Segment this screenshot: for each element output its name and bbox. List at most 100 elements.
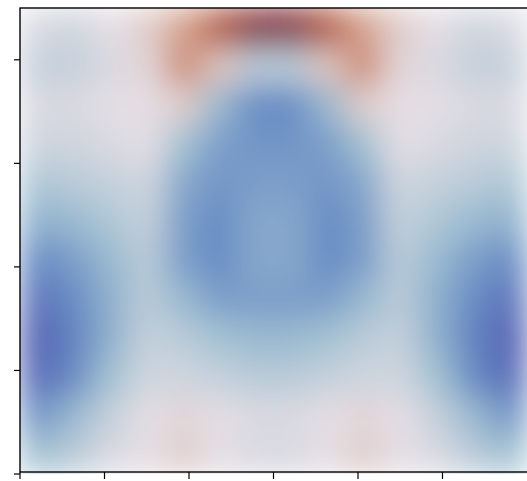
contour-cell xyxy=(490,46,527,87)
contour-cell xyxy=(490,396,527,436)
contour-cell xyxy=(273,241,311,281)
contour-cell xyxy=(273,46,311,87)
contour-cell xyxy=(92,163,130,203)
contour-cell xyxy=(382,396,419,436)
contour-cell xyxy=(418,357,456,397)
contour-cell xyxy=(490,124,527,164)
contour-cell xyxy=(164,202,202,242)
contour-cell xyxy=(128,46,166,87)
contour-cell xyxy=(418,241,456,281)
contour-cell xyxy=(128,202,166,242)
contour-cell xyxy=(309,396,347,436)
contour-cell xyxy=(56,357,93,397)
contour-cell xyxy=(164,396,202,436)
contour-cell xyxy=(309,163,347,203)
contour-cell xyxy=(345,46,383,87)
contour-cell xyxy=(164,85,202,125)
contour-cell xyxy=(237,124,274,164)
contour-cell xyxy=(56,85,93,125)
contour-cell xyxy=(273,85,311,125)
contour-cell xyxy=(237,279,274,320)
contour-cell xyxy=(273,318,311,358)
contour-cell xyxy=(92,85,130,125)
contour-cell xyxy=(309,357,347,397)
contour-cell xyxy=(20,202,57,242)
contour-cell xyxy=(490,435,527,474)
contour-cell xyxy=(201,279,238,320)
contour-cell xyxy=(164,279,202,320)
contour-cell xyxy=(345,8,383,48)
contour-cell xyxy=(128,318,166,358)
contour-cell xyxy=(309,241,347,281)
contour-cell xyxy=(128,396,166,436)
contour-cell xyxy=(309,279,347,320)
contour-cell xyxy=(454,357,492,397)
contour-field xyxy=(20,8,527,474)
contour-cell xyxy=(345,241,383,281)
contour-cell xyxy=(128,241,166,281)
contour-cell xyxy=(92,46,130,87)
contour-cell xyxy=(201,85,238,125)
contour-cell xyxy=(92,124,130,164)
contour-cell xyxy=(418,163,456,203)
contour-cell xyxy=(382,318,419,358)
contour-cell xyxy=(237,357,274,397)
contour-cell xyxy=(56,241,93,281)
contour-cell xyxy=(382,357,419,397)
contour-cell xyxy=(309,85,347,125)
contour-cell xyxy=(382,241,419,281)
contour-cell xyxy=(454,46,492,87)
contour-cell xyxy=(418,85,456,125)
contour-cell xyxy=(20,163,57,203)
contour-cell xyxy=(164,124,202,164)
contour-cell xyxy=(309,202,347,242)
contour-cell xyxy=(128,85,166,125)
contour-cell xyxy=(273,279,311,320)
contour-cell xyxy=(237,46,274,87)
plot-frame xyxy=(19,7,527,473)
contour-cell xyxy=(164,163,202,203)
contour-cell xyxy=(56,46,93,87)
contour-cell xyxy=(92,357,130,397)
contour-cell xyxy=(92,241,130,281)
contour-cell xyxy=(454,241,492,281)
contour-cell xyxy=(454,396,492,436)
contour-cell xyxy=(273,202,311,242)
contour-cell xyxy=(56,318,93,358)
contour-cell xyxy=(273,8,311,48)
contour-cell xyxy=(345,396,383,436)
contour-cell xyxy=(20,357,57,397)
contour-cell xyxy=(92,396,130,436)
contour-cell xyxy=(20,318,57,358)
contour-cell xyxy=(20,241,57,281)
contour-cell xyxy=(237,435,274,474)
contour-cell xyxy=(201,8,238,48)
contour-cell xyxy=(454,124,492,164)
contour-cell xyxy=(201,124,238,164)
contour-cell xyxy=(418,435,456,474)
contour-cell xyxy=(490,279,527,320)
contour-cell xyxy=(309,435,347,474)
contour-cell xyxy=(273,357,311,397)
contour-cell xyxy=(20,8,57,48)
contour-cell xyxy=(345,85,383,125)
contour-cell xyxy=(56,124,93,164)
contour-cell xyxy=(128,435,166,474)
contour-cell xyxy=(273,396,311,436)
contour-cell xyxy=(92,318,130,358)
contour-cell xyxy=(201,202,238,242)
contour-cell xyxy=(92,202,130,242)
contour-cell xyxy=(56,8,93,48)
contour-cell xyxy=(20,396,57,436)
contour-cell xyxy=(382,124,419,164)
contour-cell xyxy=(128,357,166,397)
contour-cell xyxy=(418,8,456,48)
contour-cell xyxy=(418,396,456,436)
contour-cell xyxy=(490,318,527,358)
contour-cell xyxy=(128,163,166,203)
contour-cell xyxy=(128,8,166,48)
contour-cell xyxy=(309,318,347,358)
contour-cell xyxy=(164,318,202,358)
contour-cell xyxy=(201,241,238,281)
contour-cell xyxy=(490,8,527,48)
